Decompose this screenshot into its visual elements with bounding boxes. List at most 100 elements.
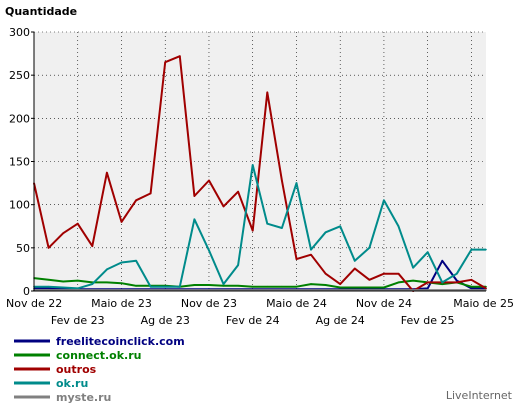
data-point bbox=[164, 61, 167, 64]
data-point bbox=[193, 284, 196, 286]
legend-label: ok.ru bbox=[56, 377, 88, 390]
y-tick-label: 200 bbox=[9, 112, 30, 125]
brand-label: LiveInternet bbox=[446, 389, 513, 402]
data-point bbox=[324, 231, 327, 234]
data-point bbox=[135, 199, 137, 202]
data-point bbox=[266, 91, 269, 94]
data-point bbox=[193, 218, 196, 221]
data-point bbox=[208, 179, 210, 182]
y-axis-label: Quantidade bbox=[5, 5, 77, 18]
data-point bbox=[135, 259, 137, 262]
legend-label: outros bbox=[56, 363, 97, 376]
y-tick-label: 50 bbox=[16, 242, 30, 255]
y-tick-labels: 0 50 100 150 200 250 300 bbox=[9, 26, 34, 298]
data-point bbox=[353, 259, 356, 262]
x-tick-label: Fev de 25 bbox=[401, 314, 455, 327]
data-point bbox=[237, 264, 239, 266]
data-point bbox=[295, 182, 298, 184]
data-point bbox=[441, 283, 444, 285]
data-point bbox=[47, 247, 50, 249]
data-point bbox=[310, 248, 312, 251]
data-point bbox=[485, 248, 487, 251]
data-point bbox=[412, 266, 414, 269]
series-line-outros bbox=[33, 55, 487, 292]
data-point bbox=[208, 284, 210, 286]
y-tick-label: 250 bbox=[9, 69, 30, 82]
data-point bbox=[62, 280, 64, 283]
data-point bbox=[222, 285, 225, 287]
series-line-ok-ru bbox=[34, 164, 486, 290]
data-point bbox=[47, 278, 50, 281]
data-point bbox=[62, 232, 64, 234]
data-point bbox=[339, 283, 341, 285]
data-point bbox=[222, 205, 225, 208]
x-tick-label: Maio de 25 bbox=[453, 297, 514, 310]
data-point bbox=[397, 281, 400, 284]
data-point bbox=[179, 285, 181, 288]
y-tick-label: 300 bbox=[9, 26, 30, 39]
data-point bbox=[193, 195, 196, 197]
data-point bbox=[164, 285, 167, 288]
data-point bbox=[281, 285, 283, 288]
data-point bbox=[47, 285, 50, 288]
data-point bbox=[426, 251, 429, 253]
x-tick-label: Fev de 24 bbox=[226, 314, 280, 327]
data-point bbox=[412, 279, 414, 282]
data-point bbox=[149, 285, 152, 288]
data-point bbox=[456, 272, 458, 275]
data-point bbox=[208, 249, 210, 252]
data-point bbox=[266, 222, 269, 225]
grid-lines bbox=[34, 31, 486, 291]
y-tick-label: 100 bbox=[9, 199, 30, 212]
data-point bbox=[120, 221, 123, 223]
data-point bbox=[237, 285, 239, 287]
data-point bbox=[470, 287, 473, 290]
data-point bbox=[383, 272, 385, 275]
data-point bbox=[441, 281, 444, 284]
data-point bbox=[470, 285, 473, 288]
data-point bbox=[251, 164, 254, 166]
legend-label: myste.ru bbox=[56, 391, 111, 404]
data-point bbox=[266, 285, 269, 288]
data-point bbox=[353, 286, 356, 289]
data-point bbox=[62, 286, 64, 289]
series-line-connect-ok-ru bbox=[33, 277, 486, 289]
data-point bbox=[310, 253, 312, 256]
x-tick-label: Maio de 24 bbox=[266, 297, 327, 310]
data-point bbox=[237, 190, 239, 193]
legend-label: freelitecoinclick.com bbox=[56, 335, 185, 348]
data-point bbox=[441, 259, 444, 262]
data-point bbox=[397, 272, 400, 275]
data-point bbox=[339, 225, 341, 228]
data-point bbox=[397, 225, 400, 228]
data-point bbox=[470, 248, 473, 251]
x-tick-label: Maio de 23 bbox=[91, 297, 152, 310]
data-point bbox=[485, 287, 487, 290]
data-point bbox=[310, 283, 312, 285]
data-point bbox=[91, 283, 94, 285]
series-lines bbox=[33, 55, 487, 292]
data-point bbox=[324, 284, 327, 286]
data-point bbox=[149, 192, 152, 195]
data-point bbox=[222, 283, 225, 285]
y-tick-label: 150 bbox=[9, 156, 30, 169]
x-tick-label: Ag de 23 bbox=[141, 314, 190, 327]
data-point bbox=[106, 268, 108, 271]
data-point bbox=[281, 179, 283, 182]
data-point bbox=[251, 229, 254, 232]
x-tick-label: Nov de 22 bbox=[6, 297, 62, 310]
data-point bbox=[368, 247, 371, 249]
legend-label: connect.ok.ru bbox=[56, 349, 141, 362]
data-point bbox=[383, 286, 385, 289]
data-point bbox=[339, 286, 341, 289]
data-point bbox=[456, 279, 458, 282]
data-point bbox=[295, 285, 298, 288]
data-point bbox=[295, 258, 298, 260]
data-point bbox=[47, 287, 50, 290]
x-tick-labels: Nov de 22 Maio de 23 Nov de 23 Maio de 24 No… bbox=[6, 297, 514, 327]
x-tick-label: Nov de 23 bbox=[181, 297, 237, 310]
data-point bbox=[135, 285, 137, 287]
y-tick-label: 0 bbox=[23, 285, 30, 298]
data-point bbox=[368, 286, 371, 289]
